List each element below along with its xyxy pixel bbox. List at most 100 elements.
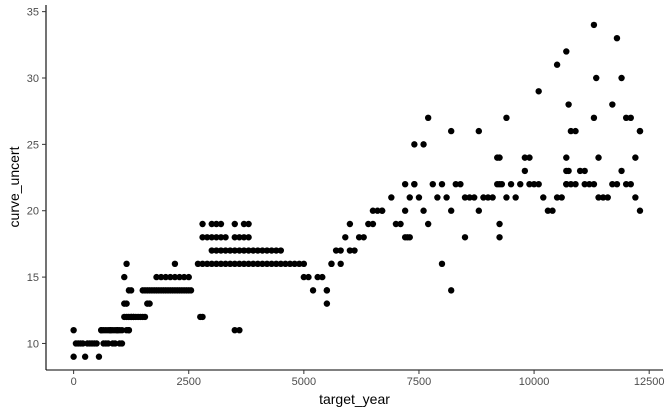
data-point xyxy=(563,180,570,188)
data-point xyxy=(572,180,579,188)
data-point xyxy=(581,180,588,188)
data-point xyxy=(187,287,195,294)
data-point xyxy=(567,127,575,135)
data-point xyxy=(627,180,634,188)
data-point xyxy=(217,220,225,228)
data-point xyxy=(346,247,354,254)
data-point xyxy=(355,234,363,241)
data-point xyxy=(374,207,381,214)
data-point xyxy=(240,260,248,268)
data-point xyxy=(245,260,252,268)
x-tick-label: 0 xyxy=(71,376,77,388)
data-point xyxy=(590,114,598,122)
data-point xyxy=(496,220,503,228)
data-point xyxy=(300,260,308,268)
data-point xyxy=(452,180,459,188)
data-point xyxy=(406,234,413,241)
data-point xyxy=(185,273,192,281)
data-point xyxy=(609,101,616,108)
data-point xyxy=(199,220,206,228)
data-point xyxy=(526,180,533,188)
data-point xyxy=(337,260,344,268)
data-point xyxy=(217,234,225,241)
y-tick-label: 25 xyxy=(27,139,39,151)
data-point xyxy=(447,207,455,214)
data-point xyxy=(95,353,103,360)
data-point xyxy=(282,260,289,268)
y-tick-label: 30 xyxy=(27,73,39,85)
data-point xyxy=(496,154,503,161)
data-point xyxy=(565,167,572,175)
data-point xyxy=(118,326,126,334)
data-point xyxy=(443,194,450,201)
data-point xyxy=(411,180,418,188)
data-point xyxy=(167,273,174,281)
data-point xyxy=(521,167,529,175)
data-point xyxy=(604,194,611,201)
data-point xyxy=(563,154,570,161)
data-point xyxy=(79,340,87,347)
data-point xyxy=(411,141,418,148)
data-point xyxy=(323,287,331,294)
data-point xyxy=(268,247,275,254)
data-point xyxy=(429,180,436,188)
data-point xyxy=(231,326,238,334)
data-point xyxy=(535,88,542,95)
data-point xyxy=(461,234,469,241)
data-point xyxy=(609,180,616,188)
y-axis-title: curve_uncert xyxy=(6,146,22,227)
data-point xyxy=(466,194,473,201)
x-axis-title: target_year xyxy=(319,391,390,407)
data-point xyxy=(245,220,252,228)
y-tick-label: 20 xyxy=(27,206,39,218)
data-point xyxy=(213,234,220,241)
data-point xyxy=(217,260,225,268)
data-point xyxy=(332,247,340,254)
data-point xyxy=(526,154,533,161)
data-point xyxy=(127,287,135,294)
data-point xyxy=(213,247,220,254)
data-point xyxy=(254,247,262,254)
data-point xyxy=(199,260,206,268)
data-point xyxy=(530,180,538,188)
data-point xyxy=(162,273,169,281)
data-point xyxy=(401,207,409,214)
data-point xyxy=(153,273,160,281)
data-point xyxy=(231,234,238,241)
data-point xyxy=(222,234,229,241)
data-point xyxy=(618,74,625,82)
data-point xyxy=(263,260,271,268)
data-point xyxy=(213,260,220,268)
data-point xyxy=(141,313,149,321)
data-point xyxy=(613,34,621,42)
data-point xyxy=(259,260,266,268)
data-point xyxy=(111,340,119,347)
data-point xyxy=(273,260,280,268)
data-point xyxy=(70,353,77,360)
y-tick-label: 10 xyxy=(27,338,39,350)
data-point xyxy=(438,180,446,188)
x-tick-label: 12500 xyxy=(634,376,665,388)
data-point xyxy=(496,180,503,188)
data-point xyxy=(471,194,478,201)
data-point xyxy=(503,194,510,201)
data-point xyxy=(259,247,266,254)
data-point xyxy=(208,220,215,228)
data-point xyxy=(157,273,165,281)
data-point xyxy=(121,273,128,281)
data-point xyxy=(236,260,243,268)
data-point xyxy=(171,260,179,268)
data-point xyxy=(226,260,234,268)
data-point xyxy=(618,167,625,175)
data-point xyxy=(535,180,542,188)
data-point xyxy=(632,194,639,201)
data-point xyxy=(123,260,130,268)
data-point xyxy=(496,234,503,241)
x-tick-label: 7500 xyxy=(407,376,431,388)
data-point xyxy=(203,234,211,241)
data-point xyxy=(240,247,248,254)
data-point xyxy=(507,180,515,188)
data-point xyxy=(217,247,225,254)
data-point xyxy=(636,127,644,135)
data-point xyxy=(567,180,575,188)
